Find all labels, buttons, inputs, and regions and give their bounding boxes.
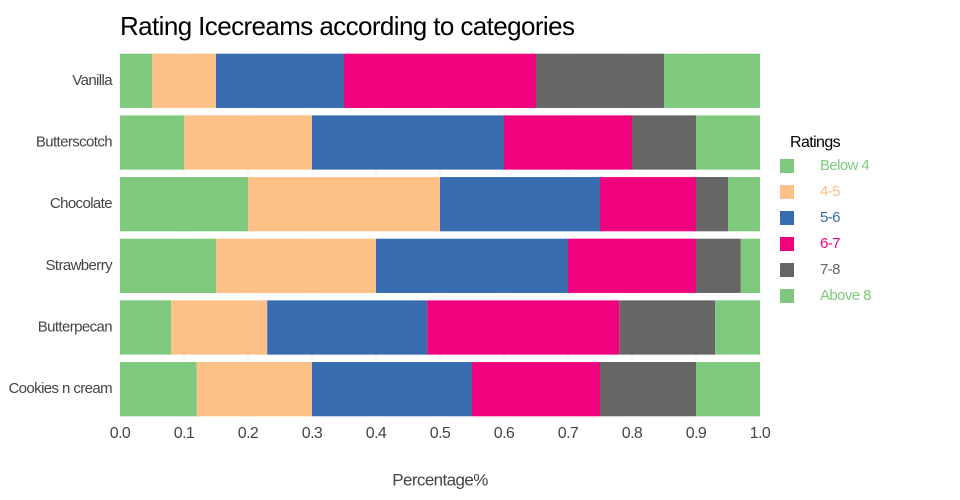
bar-segment	[216, 53, 344, 108]
legend-label: 5-6	[820, 209, 840, 226]
bar-segment	[184, 115, 312, 170]
bar-segment	[568, 238, 696, 293]
bar-segment	[216, 238, 376, 293]
chart-title: Rating Icecreams according to categories	[120, 11, 575, 41]
bar-segment	[196, 362, 312, 417]
bar-segment	[312, 115, 504, 170]
legend-title: Ratings	[790, 134, 841, 151]
bar-segment	[619, 300, 716, 355]
bar-segment	[376, 238, 568, 293]
bar-segment	[171, 300, 268, 355]
bar-segment	[632, 115, 696, 170]
legend-label: 6-7	[820, 235, 840, 252]
x-tick-label: 0.2	[238, 425, 259, 442]
legend-swatch	[780, 211, 794, 225]
bar-segment	[696, 362, 760, 417]
bar-segment	[440, 177, 600, 232]
x-tick-label: 0.5	[430, 425, 451, 442]
legend-label: 4-5	[820, 183, 840, 200]
bar-segment	[696, 115, 760, 170]
bar-segment	[740, 238, 760, 293]
bar-segment	[120, 362, 197, 417]
x-tick-label: 1.0	[750, 425, 771, 442]
x-axis-label: Percentage%	[392, 470, 488, 489]
legend-label: Below 4	[820, 157, 869, 174]
bar-segment	[120, 53, 152, 108]
x-tick-label: 0.3	[302, 425, 323, 442]
bar-segment	[120, 115, 184, 170]
legend-swatch	[780, 159, 794, 173]
legend-swatch	[780, 237, 794, 251]
legend-swatch	[780, 185, 794, 199]
bar-segment	[120, 300, 172, 355]
y-tick-label: Chocolate	[50, 195, 112, 212]
bar-segment	[427, 300, 620, 355]
bar-segment	[472, 362, 600, 417]
bar-segment	[536, 53, 664, 108]
bar-segment	[696, 238, 741, 293]
x-tick-label: 0.4	[366, 425, 387, 442]
legend-swatch	[780, 289, 794, 303]
bar-segment	[600, 362, 696, 417]
bar-segment	[248, 177, 440, 232]
bar-segment	[664, 53, 760, 108]
x-tick-label: 0.9	[686, 425, 707, 442]
bar-segment	[344, 53, 536, 108]
y-tick-label: Vanilla	[72, 72, 113, 89]
legend-label: 7-8	[820, 261, 840, 278]
y-tick-label: Cookies n cream	[8, 380, 112, 397]
bar-segment	[312, 362, 472, 417]
bar-segment	[715, 300, 760, 355]
y-tick-label: Butterscotch	[36, 133, 112, 150]
bar-segment	[696, 177, 728, 232]
y-tick-label: Strawberry	[45, 257, 113, 274]
bar-segment	[728, 177, 760, 232]
x-tick-label: 0.7	[558, 425, 579, 442]
x-tick-label: 0.8	[622, 425, 643, 442]
y-tick-label: Butterpecan	[38, 318, 113, 335]
bar-segment	[120, 177, 248, 232]
x-tick-label: 0.1	[174, 425, 195, 442]
legend-label: Above 8	[820, 287, 871, 304]
bar-segment	[267, 300, 428, 355]
bar-segment	[600, 177, 696, 232]
x-tick-label: 0.0	[110, 425, 131, 442]
bar-segment	[152, 53, 216, 108]
legend-swatch	[780, 263, 794, 277]
x-tick-label: 0.6	[494, 425, 515, 442]
bar-segment	[504, 115, 632, 170]
bar-segment	[120, 238, 216, 293]
